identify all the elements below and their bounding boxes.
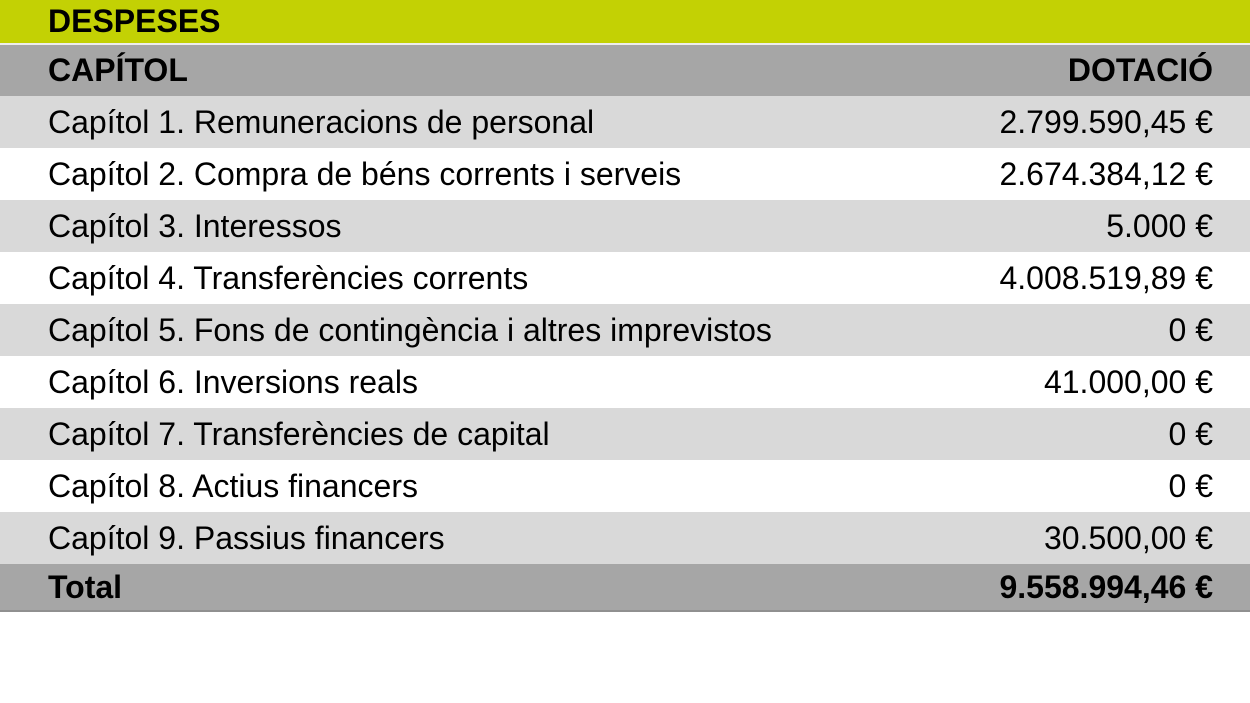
table-body: Capítol 1. Remuneracions de personal 2.7… [0, 96, 1250, 564]
column-header-dotacio: DOTACIÓ [1067, 52, 1213, 88]
row-chapter-label: Capítol 6. Inversions reals [48, 363, 418, 400]
table-row: Capítol 5. Fons de contingència i altres… [0, 304, 1250, 356]
table-row: Capítol 2. Compra de béns corrents i ser… [0, 148, 1250, 200]
row-amount-value: 0 € [1168, 467, 1213, 504]
table-row: Capítol 6. Inversions reals 41.000,00 € [0, 356, 1250, 408]
table-header-row: CAPÍTOL DOTACIÓ [0, 45, 1250, 96]
row-amount-value: 4.008.519,89 € [999, 259, 1213, 296]
table-row: Capítol 9. Passius financers 30.500,00 € [0, 512, 1250, 564]
row-chapter-label: Capítol 5. Fons de contingència i altres… [48, 311, 772, 348]
row-amount-value: 5.000 € [1106, 207, 1213, 244]
total-label: Total [48, 568, 123, 605]
column-header-capitol: CAPÍTOL [48, 52, 188, 88]
row-amount-value: 0 € [1168, 311, 1213, 348]
row-chapter-label: Capítol 4. Transferències corrents [48, 259, 529, 296]
table-row: Capítol 8. Actius financers 0 € [0, 460, 1250, 512]
table-row: Capítol 3. Interessos 5.000 € [0, 200, 1250, 252]
table-total-row: Total 9.558.994,46 € [0, 564, 1250, 612]
row-chapter-label: Capítol 3. Interessos [48, 207, 342, 244]
total-value: 9.558.994,46 € [999, 568, 1213, 605]
row-amount-value: 30.500,00 € [1043, 519, 1213, 556]
table-row: Capítol 4. Transferències corrents 4.008… [0, 252, 1250, 304]
table-row: Capítol 1. Remuneracions de personal 2.7… [0, 96, 1250, 148]
row-amount-value: 2.799.590,45 € [999, 103, 1213, 140]
row-amount-value: 2.674.384,12 € [999, 155, 1213, 192]
row-chapter-label: Capítol 7. Transferències de capital [48, 415, 550, 452]
table-title: DESPESES [48, 3, 221, 39]
row-chapter-label: Capítol 2. Compra de béns corrents i ser… [48, 155, 682, 192]
row-amount-value: 0 € [1168, 415, 1213, 452]
table-row: Capítol 7. Transferències de capital 0 € [0, 408, 1250, 460]
row-chapter-label: Capítol 8. Actius financers [48, 467, 418, 504]
row-chapter-label: Capítol 1. Remuneracions de personal [48, 103, 595, 140]
row-chapter-label: Capítol 9. Passius financers [48, 519, 445, 556]
row-amount-value: 41.000,00 € [1043, 363, 1213, 400]
table-title-band: DESPESES [0, 0, 1250, 45]
